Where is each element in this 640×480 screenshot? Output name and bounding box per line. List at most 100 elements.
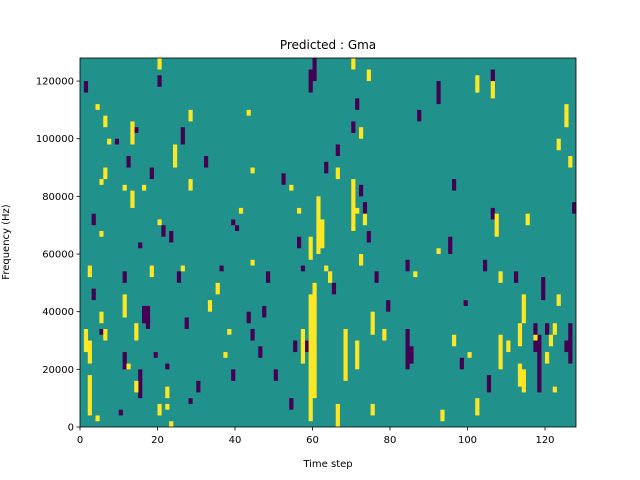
y-tick-label: 20000	[42, 365, 74, 376]
heatmap-cell-high	[99, 311, 104, 324]
heatmap-cell-high	[223, 352, 228, 358]
heatmap-cell-high	[207, 300, 213, 312]
heatmap-cell-high	[490, 81, 495, 99]
heatmap-cell-high	[335, 167, 340, 180]
heatmap-cell-low	[374, 271, 379, 283]
heatmap-cell-high	[227, 328, 232, 335]
heatmap-cell-high	[556, 294, 561, 306]
heatmap-cell-high	[548, 334, 554, 347]
heatmap-cell-high	[83, 328, 89, 353]
heatmap-cell-low	[355, 98, 360, 110]
heatmap-cell-high	[103, 115, 108, 128]
heatmap-cell-high	[312, 282, 317, 399]
heatmap-cell-low	[568, 323, 573, 364]
heatmap-cell-low	[122, 271, 127, 283]
heatmap-cell-low	[359, 184, 364, 197]
heatmap-cell-low	[452, 179, 457, 191]
heatmap-cell-low	[188, 398, 193, 404]
heatmap-cell-low	[409, 346, 414, 364]
heatmap-cell-low	[145, 305, 151, 324]
heatmap-cell-low	[91, 288, 96, 301]
heatmap-cell-low	[235, 225, 240, 231]
x-tick-label: 60	[306, 435, 319, 446]
heatmap-cell-high	[525, 213, 530, 226]
heatmap-cell-high	[494, 213, 499, 237]
heatmap-cell-low	[114, 138, 120, 145]
x-axis: 0 20 40 60 80 100 120	[77, 427, 555, 446]
heatmap-cell-high	[359, 254, 364, 266]
heatmap-cell-high	[215, 282, 220, 295]
heatmap-cell-high	[362, 213, 368, 226]
heatmap-cell-low	[83, 81, 89, 93]
heatmap-cell-high	[506, 340, 511, 353]
heatmap-cell-high	[157, 219, 162, 226]
heatmap-cell-high	[142, 184, 147, 191]
heatmap-cell-low	[366, 230, 371, 243]
y-tick-label: 120000	[36, 77, 74, 88]
heatmap-cell-low	[386, 300, 391, 312]
heatmap-cell-high	[355, 207, 360, 214]
chart-title: Predicted : Gma	[280, 38, 376, 52]
heatmap-cell-low	[99, 328, 104, 335]
heatmap-cell-high	[552, 386, 557, 393]
heatmap-cell-low	[572, 202, 577, 214]
x-tick-label: 120	[535, 435, 554, 446]
heatmap-cell-low	[180, 127, 185, 145]
heatmap-cell-high	[355, 340, 360, 370]
heatmap-cells	[80, 58, 577, 427]
heatmap-cell-high	[328, 271, 333, 283]
heatmap-cell-high	[188, 109, 193, 122]
heatmap-cell-low	[308, 69, 313, 93]
heatmap-cell-high	[122, 184, 127, 191]
heatmap-cell-high	[440, 409, 445, 422]
heatmap-cell-low	[335, 144, 340, 157]
heatmap-cell-low	[537, 334, 542, 393]
heatmap-cell-low	[448, 236, 453, 255]
heatmap-cell-high	[335, 403, 340, 427]
heatmap-cell-low	[142, 305, 147, 324]
heatmap-cell-low	[231, 369, 236, 381]
y-tick-label: 100000	[36, 134, 74, 145]
heatmap-cell-low	[138, 242, 143, 249]
heatmap-cell-high	[130, 190, 135, 208]
heatmap-cell-low	[405, 328, 410, 370]
heatmap-cell-low	[91, 213, 96, 226]
heatmap-cell-high	[308, 294, 313, 422]
heatmap-cell-high	[99, 230, 104, 237]
heatmap-background	[80, 58, 576, 427]
heatmap-cell-low	[176, 271, 182, 283]
heatmap-cell-high	[103, 328, 108, 341]
heatmap-cell-low	[289, 398, 294, 410]
heatmap-cell-high	[308, 236, 313, 260]
heatmap-cell-high	[521, 369, 526, 393]
heatmap-cell-low	[258, 346, 263, 358]
heatmap-cell-low	[483, 259, 488, 272]
heatmap-cell-low	[486, 375, 492, 393]
heatmap-cell-high	[238, 207, 244, 214]
heatmap-cell-low	[362, 202, 368, 220]
heatmap-cell-low	[297, 236, 302, 249]
heatmap-cell-high	[134, 380, 139, 393]
heatmap-cell-low	[138, 369, 143, 399]
heatmap-cell-high	[324, 265, 329, 272]
heatmap-cell-low	[157, 75, 162, 87]
heatmap-cell-high	[126, 363, 131, 370]
heatmap-cell-high	[359, 127, 364, 139]
x-tick-label: 100	[458, 435, 477, 446]
heatmap-cell-low	[165, 363, 170, 370]
heatmap-cell-high	[250, 259, 255, 266]
y-tick-label: 60000	[42, 250, 74, 261]
heatmap-cell-low	[273, 369, 278, 381]
heatmap-cell-low	[293, 340, 298, 353]
heatmap-cell-high	[122, 294, 127, 318]
x-tick-label: 80	[384, 435, 397, 446]
heatmap-cell-low	[204, 156, 209, 168]
heatmap-cell-low	[324, 161, 329, 174]
heatmap-cell-high	[169, 421, 174, 427]
heatmap-cell-high	[99, 179, 104, 185]
heatmap-cell-high	[103, 167, 108, 180]
heatmap-cell-high	[289, 184, 294, 191]
heatmap-cell-high	[521, 294, 526, 324]
heatmap-cell-high	[475, 398, 480, 416]
heatmap-cell-high	[250, 167, 255, 174]
